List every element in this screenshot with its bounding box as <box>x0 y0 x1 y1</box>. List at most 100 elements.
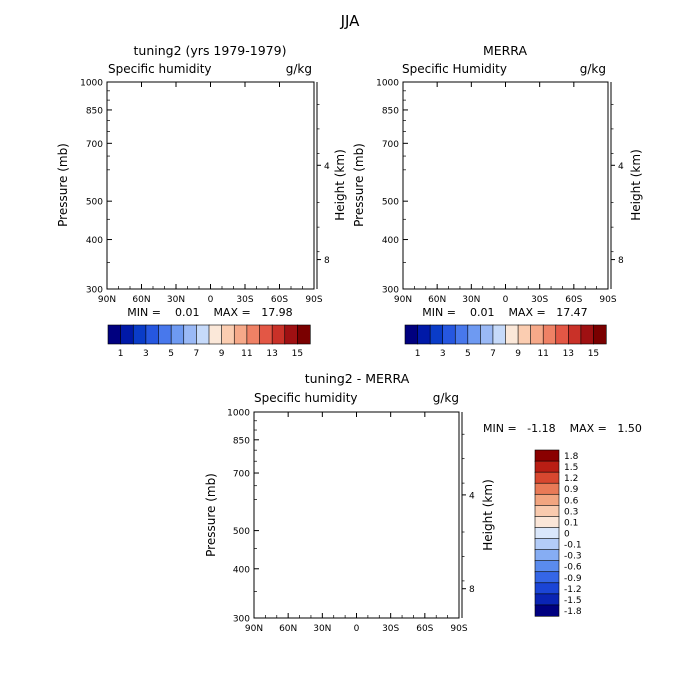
y-tick-label: 300 <box>86 286 103 296</box>
colorbar-label: 9 <box>219 349 225 359</box>
difference-units: g/kg <box>433 391 459 405</box>
difference-title: tuning2 - MERRA <box>305 371 410 386</box>
obs-plot: 90N 60N 30N 0 30S 60S 90S 300 400 500 700 850 1000 8 4 <box>376 79 624 306</box>
model-units: g/kg <box>286 62 312 76</box>
colorbar-swatch <box>467 324 481 345</box>
colorbar-swatch <box>530 324 544 345</box>
y-tick-label: 400 <box>382 236 399 246</box>
difference-subtitle: Specific humidity <box>254 391 358 405</box>
colorbar-label: 9 <box>515 349 521 359</box>
x-tick-label: 30S <box>531 295 548 305</box>
plot-frame <box>402 81 609 290</box>
height-tick-label: 4 <box>324 162 330 172</box>
y-tick-label: 700 <box>382 140 399 150</box>
colorbar-label: 3 <box>143 349 149 359</box>
colorbar-label: 11 <box>241 349 252 359</box>
colorbar-label: 5 <box>465 349 471 359</box>
y-tick-label: 850 <box>382 106 399 116</box>
colorbar-swatch <box>107 324 122 345</box>
colorbar-label: 7 <box>194 349 200 359</box>
model-plot: 90N 60N 30N 0 30S 60S 90S 300 400 500 700 850 1000 8 4 <box>80 79 330 306</box>
y-tick-label: 700 <box>86 140 103 150</box>
colorbar-swatch <box>221 324 235 345</box>
height-tick-label: 4 <box>618 162 624 172</box>
x-tick-label: 0 <box>208 295 214 305</box>
colorbar-swatch <box>132 324 147 345</box>
panel-model: tuning2 (yrs 1979-1979) Specific humidit… <box>56 43 347 359</box>
colorbar-swatch <box>568 324 582 345</box>
colorbar-swatch <box>429 324 444 345</box>
colorbar-label: 13 <box>266 349 277 359</box>
x-tick-label: 30N <box>462 295 480 305</box>
colorbar-label: 13 <box>563 349 574 359</box>
colorbar-swatch <box>158 324 172 345</box>
colorbar-swatch <box>183 324 197 345</box>
colorbar-label: 1 <box>415 349 421 359</box>
colorbar-label: 1 <box>118 349 124 359</box>
y-tick-label: 1000 <box>80 79 103 89</box>
colorbar-swatch <box>580 324 595 345</box>
page-title: JJA <box>340 12 361 30</box>
model-subtitle: Specific humidity <box>108 62 212 76</box>
x-tick-label: 30S <box>236 295 253 305</box>
obs-subtitle: Specific Humidity <box>402 62 507 76</box>
x-tick-label: 30N <box>167 295 185 305</box>
height-tick-label: 8 <box>324 256 330 266</box>
colorbar-swatch <box>517 324 532 345</box>
colorbar-swatch <box>417 324 431 345</box>
panel-difference: tuning2 - MERRA Specific humidity g/kg 9… <box>204 371 642 634</box>
colorbar-label: 5 <box>168 349 174 359</box>
x-tick-label: 60S <box>565 295 582 305</box>
x-tick-label: 90N <box>98 295 116 305</box>
colorbar-swatch <box>404 324 419 345</box>
colorbar-swatch <box>297 324 311 345</box>
colorbar-swatch <box>284 324 298 345</box>
colorbar-swatch <box>480 324 494 345</box>
colorbar-swatch <box>593 324 607 345</box>
panel-obs: MERRA Specific Humidity g/kg 90N 60N 30N 0 3… <box>352 43 643 359</box>
colorbar-swatch <box>505 324 519 345</box>
colorbar-swatch <box>170 324 185 345</box>
colorbar-swatch <box>271 324 286 345</box>
height-tick-label: 8 <box>618 256 624 266</box>
colorbar-label: 15 <box>292 349 303 359</box>
x-tick-label: 90S <box>305 295 322 305</box>
colorbar-swatch <box>233 324 248 345</box>
x-tick-label: 90S <box>599 295 616 305</box>
colorbar-swatch <box>145 324 160 345</box>
y-tick-label: 850 <box>86 106 103 116</box>
obs-colorbar: 1 3 5 7 9 11 13 15 <box>404 324 607 359</box>
y-tick-label: 1000 <box>376 79 399 89</box>
model-title: tuning2 (yrs 1979-1979) <box>134 43 287 58</box>
model-colorbar: 1 3 5 7 9 11 13 15 <box>107 324 311 359</box>
colorbar-swatch <box>454 324 469 345</box>
colorbar-label: 15 <box>588 349 599 359</box>
y-tick-label: 500 <box>382 198 399 208</box>
x-tick-label: 90N <box>394 295 412 305</box>
colorbar-swatch <box>208 324 223 345</box>
model-ylabel: Pressure (mb) <box>56 143 70 227</box>
colorbar-label: 7 <box>490 349 496 359</box>
colorbar-label: 3 <box>440 349 446 359</box>
model-stats: MIN = 0.01 MAX = 17.98 <box>127 306 292 319</box>
plot-frame <box>106 81 315 290</box>
colorbar-swatch <box>542 324 557 345</box>
colorbar-swatch <box>259 324 273 345</box>
colorbar-swatch <box>442 324 456 345</box>
obs-stats: MIN = 0.01 MAX = 17.47 <box>422 306 587 319</box>
obs-units: g/kg <box>580 62 606 76</box>
model-ylabel-right: Height (km) <box>333 149 347 220</box>
obs-title: MERRA <box>483 43 528 58</box>
colorbar-swatch <box>246 324 261 345</box>
colorbar-swatch <box>492 324 507 345</box>
x-tick-label: 60S <box>271 295 288 305</box>
x-tick-label: 60N <box>132 295 150 305</box>
obs-ylabel-right: Height (km) <box>629 149 643 220</box>
obs-ylabel: Pressure (mb) <box>352 143 366 227</box>
x-tick-label: 0 <box>503 295 509 305</box>
y-tick-label: 500 <box>86 198 103 208</box>
y-tick-label: 400 <box>86 236 103 246</box>
colorbar-swatch <box>196 324 210 345</box>
